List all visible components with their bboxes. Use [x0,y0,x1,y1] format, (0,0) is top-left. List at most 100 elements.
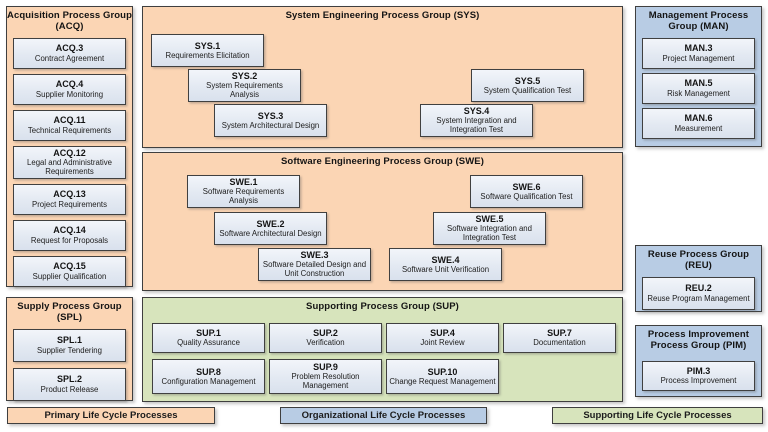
process-box-swe6: SWE.6 Software Qualification Test [470,175,583,208]
process-box-spl1: SPL.1 Supplier Tendering [13,328,126,362]
sys-group: System Engineering Process Group (SYS) S… [142,6,623,148]
process-code: SWE.6 [512,181,541,192]
sup-group-title: Supporting Process Group (SUP) [306,301,459,312]
process-box-sup8: SUP.8 Configuration Management [152,359,265,394]
process-name: System Qualification Test [483,85,572,95]
process-box-sup1: SUP.1 Quality Assurance [152,323,265,353]
process-box-sup10: SUP.10 Change Request Management [386,359,499,394]
legend-organizational: Organizational Life Cycle Processes [280,407,487,424]
process-name: Risk Management [667,88,730,98]
process-box-man3: MAN.3 Project Management [642,37,755,69]
process-name: Supplier Monitoring [35,89,104,99]
process-name: Technical Requirements [27,125,112,135]
process-box-sys1: SYS.1 Requirements Elicitation [151,34,264,67]
process-code: SWE.1 [229,177,258,188]
process-code: SUP.4 [430,328,455,339]
process-name: Software Qualification Test [480,191,573,201]
process-box-acq4: ACQ.4 Supplier Monitoring [13,73,126,105]
process-code: SUP.8 [196,366,221,377]
process-box-acq11: ACQ.11 Technical Requirements [13,109,126,141]
process-box-swe1: SWE.1 Software Requirements Analysis [187,175,300,208]
process-code: ACQ.12 [53,147,86,158]
process-code: SUP.1 [196,328,221,339]
process-box-swe4: SWE.4 Software Unit Verification [389,248,502,281]
legend-primary: Primary Life Cycle Processes [7,407,215,424]
sup-row-1: SUP.1 Quality Assurance SUP.2 Verificati… [152,323,616,353]
process-name: Change Request Management [389,376,496,386]
process-code: SUP.2 [313,328,338,339]
process-code: SUP.10 [427,366,458,377]
pim-group-title: Process Improvement Process Group (PIM) [647,329,750,352]
process-code: SYS.5 [514,75,541,86]
process-code: ACQ.14 [53,225,86,236]
process-code: SYS.2 [231,71,258,82]
process-box-acq12: ACQ.12 Legal and Administrative Requirem… [13,145,126,179]
process-name: Supplier Tendering [37,345,102,355]
swe-group: Software Engineering Process Group (SWE)… [142,152,623,291]
acq-group: Acquisition Process Group (ACQ) ACQ.3 Co… [6,6,133,287]
process-box-man5: MAN.5 Risk Management [642,72,755,104]
spl-group: Supply Process Group (SPL) SPL.1 Supplie… [6,297,133,401]
process-name: Process Improvement [660,376,737,386]
process-code: ACQ.11 [53,115,86,126]
process-name: Software Unit Verification [401,264,490,274]
process-code: SYS.3 [257,110,284,121]
process-name: Software Architectural Design [219,228,322,238]
process-box-sys3: SYS.3 System Architectural Design [214,104,327,137]
process-name: Verification [306,338,345,348]
process-code: ACQ.13 [53,189,86,200]
process-name: Problem Resolution Management [291,372,360,391]
process-box-acq14: ACQ.14 Request for Proposals [13,219,126,251]
process-code: SYS.4 [463,106,490,117]
process-name: Project Requirements [32,199,107,209]
legend-supporting: Supporting Life Cycle Processes [552,407,763,424]
swe-group-title: Software Engineering Process Group (SWE) [280,156,484,167]
process-box-acq13: ACQ.13 Project Requirements [13,183,126,215]
process-box-man6: MAN.6 Measurement [642,107,755,139]
process-box-swe3: SWE.3 Software Detailed Design and Unit … [258,248,371,281]
process-name: System Architectural Design [221,120,320,130]
spl-group-title: Supply Process Group (SPL) [17,301,122,324]
process-code: SUP.7 [547,328,572,339]
process-code: SPL.2 [56,374,82,385]
process-box-sup4: SUP.4 Joint Review [386,323,499,353]
process-box-sys4: SYS.4 System Integration and Integration… [420,104,533,137]
process-box-sys2: SYS.2 System Requirements Analysis [188,69,301,102]
process-box-acq15: ACQ.15 Supplier Qualification [13,255,126,287]
process-box-sup9: SUP.9 Problem Resolution Management [269,359,382,394]
process-name: Request for Proposals [30,235,109,245]
process-name: Requirements Elicitation [165,50,250,60]
process-name: Measurement [674,123,723,133]
process-name: Project Management [662,53,735,63]
process-code: SWE.3 [300,250,329,261]
process-box-sup7: SUP.7 Documentation [503,323,616,353]
process-name: Software Integration and Integration Tes… [447,224,532,243]
process-box-swe2: SWE.2 Software Architectural Design [214,212,327,245]
reu-group: Reuse Process Group (REU) REU.2 Reuse Pr… [635,245,762,312]
process-box-acq3: ACQ.3 Contract Agreement [13,37,126,69]
process-code: SYS.1 [194,40,221,51]
process-name: Software Detailed Design and Unit Constr… [262,260,367,279]
process-name: Quality Assurance [177,338,240,348]
sup-group: Supporting Process Group (SUP) SUP.1 Qua… [142,297,623,402]
process-code: MAN.3 [684,43,713,54]
process-code: ACQ.15 [53,261,86,272]
man-group: Management Process Group (MAN) MAN.3 Pro… [635,6,762,147]
pim-group: Process Improvement Process Group (PIM) … [635,325,762,397]
process-name: Supplier Qualification [32,271,107,281]
man-group-title: Management Process Group (MAN) [648,10,749,33]
process-name: Product Release [40,384,99,394]
process-code: SWE.2 [256,218,285,229]
process-name: Joint Review [420,338,465,348]
process-box-reu2: REU.2 Reuse Program Management [642,276,755,310]
sys-group-title: System Engineering Process Group (SYS) [285,10,480,21]
process-code: SWE.4 [431,254,460,265]
process-box-pim3: PIM.3 Process Improvement [642,360,755,391]
process-code: ACQ.3 [55,43,84,54]
process-name: Reuse Program Management [647,293,750,303]
process-code: PIM.3 [686,365,711,376]
sup-row-2: SUP.8 Configuration Management SUP.9 Pro… [152,359,499,394]
process-name: Configuration Management [161,376,256,386]
process-code: ACQ.4 [55,79,84,90]
